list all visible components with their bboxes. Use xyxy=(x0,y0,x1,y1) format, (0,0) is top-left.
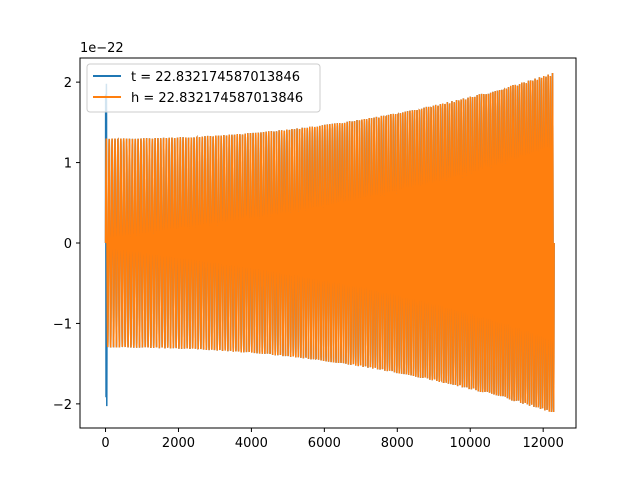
x-tick-label: 2000 xyxy=(162,436,195,451)
legend-box xyxy=(86,63,321,113)
x-tick-label: 8000 xyxy=(381,436,414,451)
series-layer xyxy=(104,73,555,413)
x-tick-label: 12000 xyxy=(522,436,563,451)
x-tick-label: 0 xyxy=(101,436,109,451)
x-tick-label: 10000 xyxy=(450,436,491,451)
y-axis: −2 −1 0 1 2 xyxy=(53,76,80,413)
x-tick-label: 6000 xyxy=(308,436,341,451)
series-line-h xyxy=(104,73,555,413)
legend-label-t: t = 22.832174587013846 xyxy=(131,70,300,85)
legend-label-h: h = 22.832174587013846 xyxy=(131,91,303,106)
y-tick-label: 0 xyxy=(64,237,72,252)
legend: t = 22.832174587013846 h = 22.8321745870… xyxy=(86,63,321,113)
y-tick-label: 2 xyxy=(64,76,72,91)
y-tick-label: −2 xyxy=(53,398,72,413)
x-tick-label: 4000 xyxy=(235,436,268,451)
x-axis: 0 2000 4000 6000 8000 10000 12000 xyxy=(101,428,564,451)
y-axis-scale-label: 1e−22 xyxy=(80,41,124,56)
y-tick-label: 1 xyxy=(64,157,72,172)
y-tick-label: −1 xyxy=(53,317,72,332)
